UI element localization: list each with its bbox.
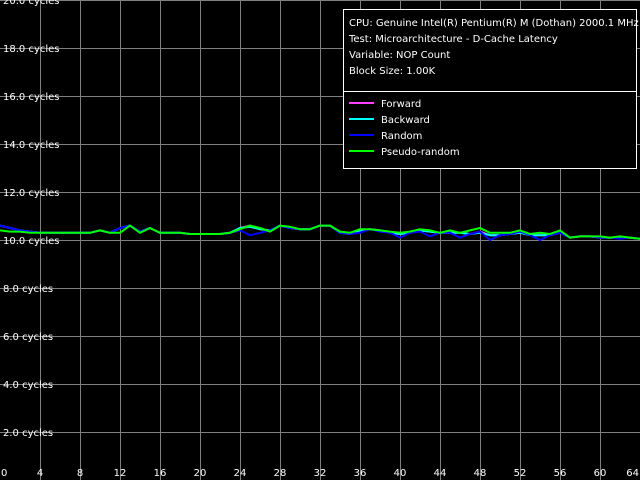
legend-label-pseudo-random: Pseudo-random bbox=[381, 147, 460, 158]
y-tick-label: 16.0 cycles bbox=[3, 92, 60, 103]
info-box-frame bbox=[343, 9, 637, 169]
x-tick-label: 12 bbox=[114, 468, 127, 479]
y-tick-label: 10.0 cycles bbox=[3, 236, 60, 247]
info-block-size: Block Size: 1.00K bbox=[349, 66, 436, 77]
x-tick-label: 0 bbox=[1, 468, 7, 479]
info-test: Test: Microarchitecture - D-Cache Latenc… bbox=[348, 34, 558, 45]
x-tick-label: 16 bbox=[154, 468, 167, 479]
x-tick-label: 52 bbox=[514, 468, 527, 479]
x-tick-label: 4 bbox=[37, 468, 43, 479]
x-tick-label: 60 bbox=[594, 468, 607, 479]
legend-label-forward: Forward bbox=[381, 99, 421, 110]
info-cpu: CPU: Genuine Intel(R) Pentium(R) M (Doth… bbox=[349, 18, 639, 29]
y-axis-tick-labels: 2.0 cycles 4.0 cycles 6.0 cycles 8.0 cycles… bbox=[3, 0, 60, 439]
legend-label-backward: Backward bbox=[381, 115, 430, 126]
legend: Forward Backward Random Pseudo-random bbox=[343, 91, 636, 158]
x-tick-label: 56 bbox=[554, 468, 567, 479]
x-tick-label: 44 bbox=[434, 468, 447, 479]
y-tick-label: 6.0 cycles bbox=[3, 332, 53, 343]
series-lines bbox=[0, 224, 640, 241]
x-tick-label: 36 bbox=[354, 468, 367, 479]
x-tick-label: 40 bbox=[394, 468, 407, 479]
info-variable: Variable: NOP Count bbox=[349, 50, 450, 61]
y-tick-label: 20.0 cycles bbox=[3, 0, 60, 7]
x-tick-label: 8 bbox=[77, 468, 83, 479]
y-tick-label: 8.0 cycles bbox=[3, 284, 53, 295]
x-tick-label: 32 bbox=[314, 468, 327, 479]
legend-label-random: Random bbox=[381, 131, 422, 142]
x-tick-label: 24 bbox=[234, 468, 247, 479]
y-tick-label: 2.0 cycles bbox=[3, 428, 53, 439]
series-line-pseudo-random bbox=[0, 224, 640, 240]
x-tick-label: 48 bbox=[474, 468, 487, 479]
x-tick-label: 20 bbox=[194, 468, 207, 479]
x-tick-label: 28 bbox=[274, 468, 287, 479]
y-tick-label: 14.0 cycles bbox=[3, 140, 60, 151]
x-tick-label: 64 bbox=[626, 468, 639, 479]
x-axis-tick-labels: 0 4 8 12 16 20 24 28 32 36 40 44 48 52 56 60 64 bbox=[1, 468, 639, 479]
y-tick-label: 12.0 cycles bbox=[3, 188, 60, 199]
y-tick-label: 4.0 cycles bbox=[3, 380, 53, 391]
y-tick-label: 18.0 cycles bbox=[3, 44, 60, 55]
info-box: CPU: Genuine Intel(R) Pentium(R) M (Doth… bbox=[343, 9, 639, 169]
